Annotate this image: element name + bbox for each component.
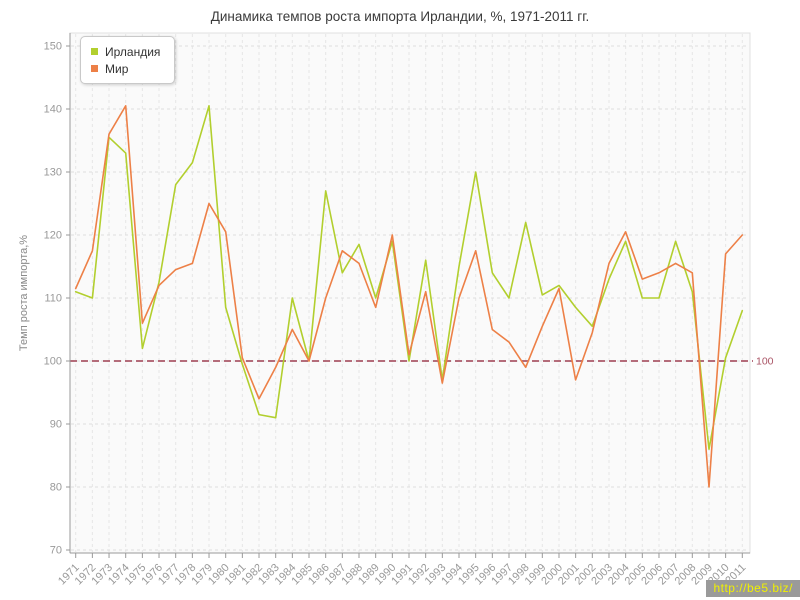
legend-item-world: Мир <box>91 60 160 77</box>
y-tick-label: 150 <box>44 41 62 53</box>
series-line-world <box>74 105 744 488</box>
y-tick-label: 110 <box>44 293 62 305</box>
legend: Ирландия Мир <box>80 36 176 84</box>
series-line-ireland <box>74 105 744 451</box>
plot-area <box>69 32 751 554</box>
y-tick-label: 70 <box>50 545 62 557</box>
y-tick-label: 90 <box>50 419 62 431</box>
legend-label-world: Мир <box>105 61 129 76</box>
y-tick-label: 100 <box>44 356 62 368</box>
chart-title: Динамика темпов роста импорта Ирландии, … <box>210 9 590 24</box>
legend-swatch-ireland-icon <box>91 48 98 55</box>
legend-swatch-world-icon <box>91 65 98 72</box>
legend-item-ireland: Ирландия <box>91 43 160 60</box>
y-axis-title: Темп роста импорта,% <box>18 235 30 351</box>
watermark-link[interactable]: http://be5.biz/ <box>706 580 800 597</box>
reference-line-label: 100 <box>756 356 774 368</box>
legend-label-ireland: Ирландия <box>105 44 161 59</box>
y-tick-label: 80 <box>50 482 62 494</box>
y-tick-label: 120 <box>44 230 62 242</box>
y-tick-label: 140 <box>44 104 62 116</box>
y-tick-label: 130 <box>44 167 62 179</box>
